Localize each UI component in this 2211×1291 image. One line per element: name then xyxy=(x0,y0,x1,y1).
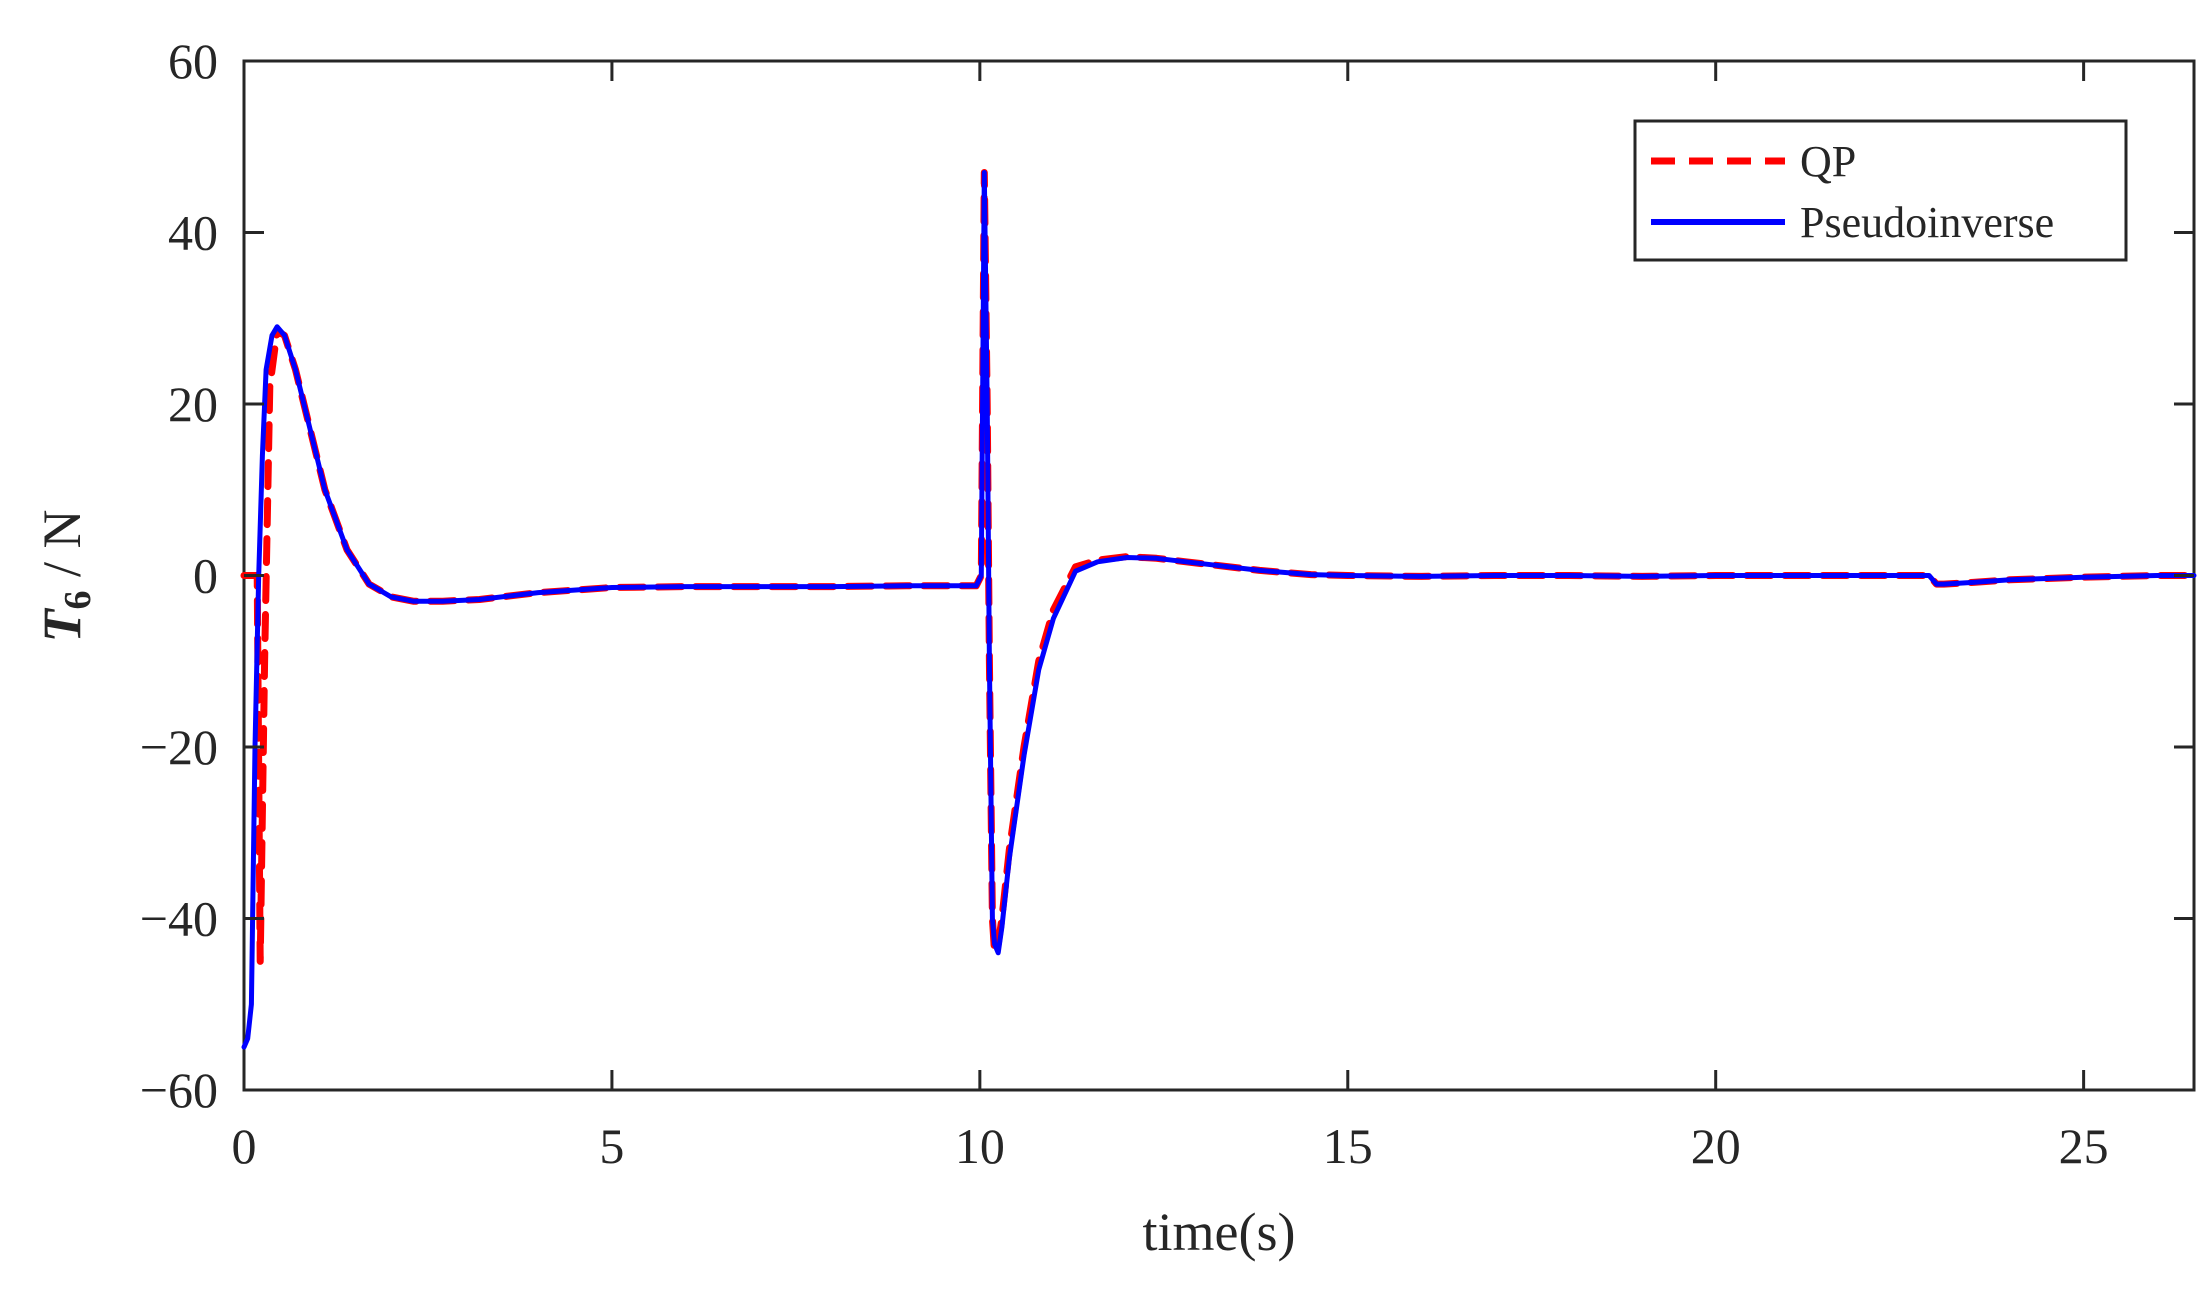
series-line-pseudoinverse xyxy=(241,170,2197,1050)
y-tick-label: 40 xyxy=(168,205,218,261)
y-axis-title-symbol: T xyxy=(32,608,92,643)
y-tick-label: 20 xyxy=(168,376,218,432)
x-axis-title: time(s) xyxy=(1143,1202,1296,1262)
x-tick-label: 25 xyxy=(2059,1118,2109,1174)
legend: QP Pseudoinverse xyxy=(1633,119,2128,262)
y-tick-label: 0 xyxy=(193,548,218,604)
x-tick-label: 20 xyxy=(1691,1118,1741,1174)
x-tick-label: 15 xyxy=(1323,1118,1373,1174)
legend-label-pseudoinverse: Pseudoinverse xyxy=(1800,198,2054,247)
y-axis-title-subscript: 6 xyxy=(57,591,99,610)
y-tick-label: −20 xyxy=(140,719,218,775)
y-tick-label: 60 xyxy=(168,33,218,89)
x-tick-label: 0 xyxy=(232,1118,257,1174)
y-tick-label: −40 xyxy=(140,891,218,947)
axis-ticks: 0 5 10 15 20 25 −60 −40 −20 0 20 40 60 xyxy=(140,33,2194,1174)
y-tick-label: −60 xyxy=(140,1062,218,1118)
legend-label-qp: QP xyxy=(1800,137,1856,186)
x-tick-label: 5 xyxy=(599,1118,624,1174)
series-lines xyxy=(240,169,2198,1050)
y-axis-title-unit: / N xyxy=(32,510,92,591)
legend-box xyxy=(1633,119,2128,262)
x-tick-label: 10 xyxy=(955,1118,1005,1174)
y-axis-title: T6 / N xyxy=(32,510,99,643)
